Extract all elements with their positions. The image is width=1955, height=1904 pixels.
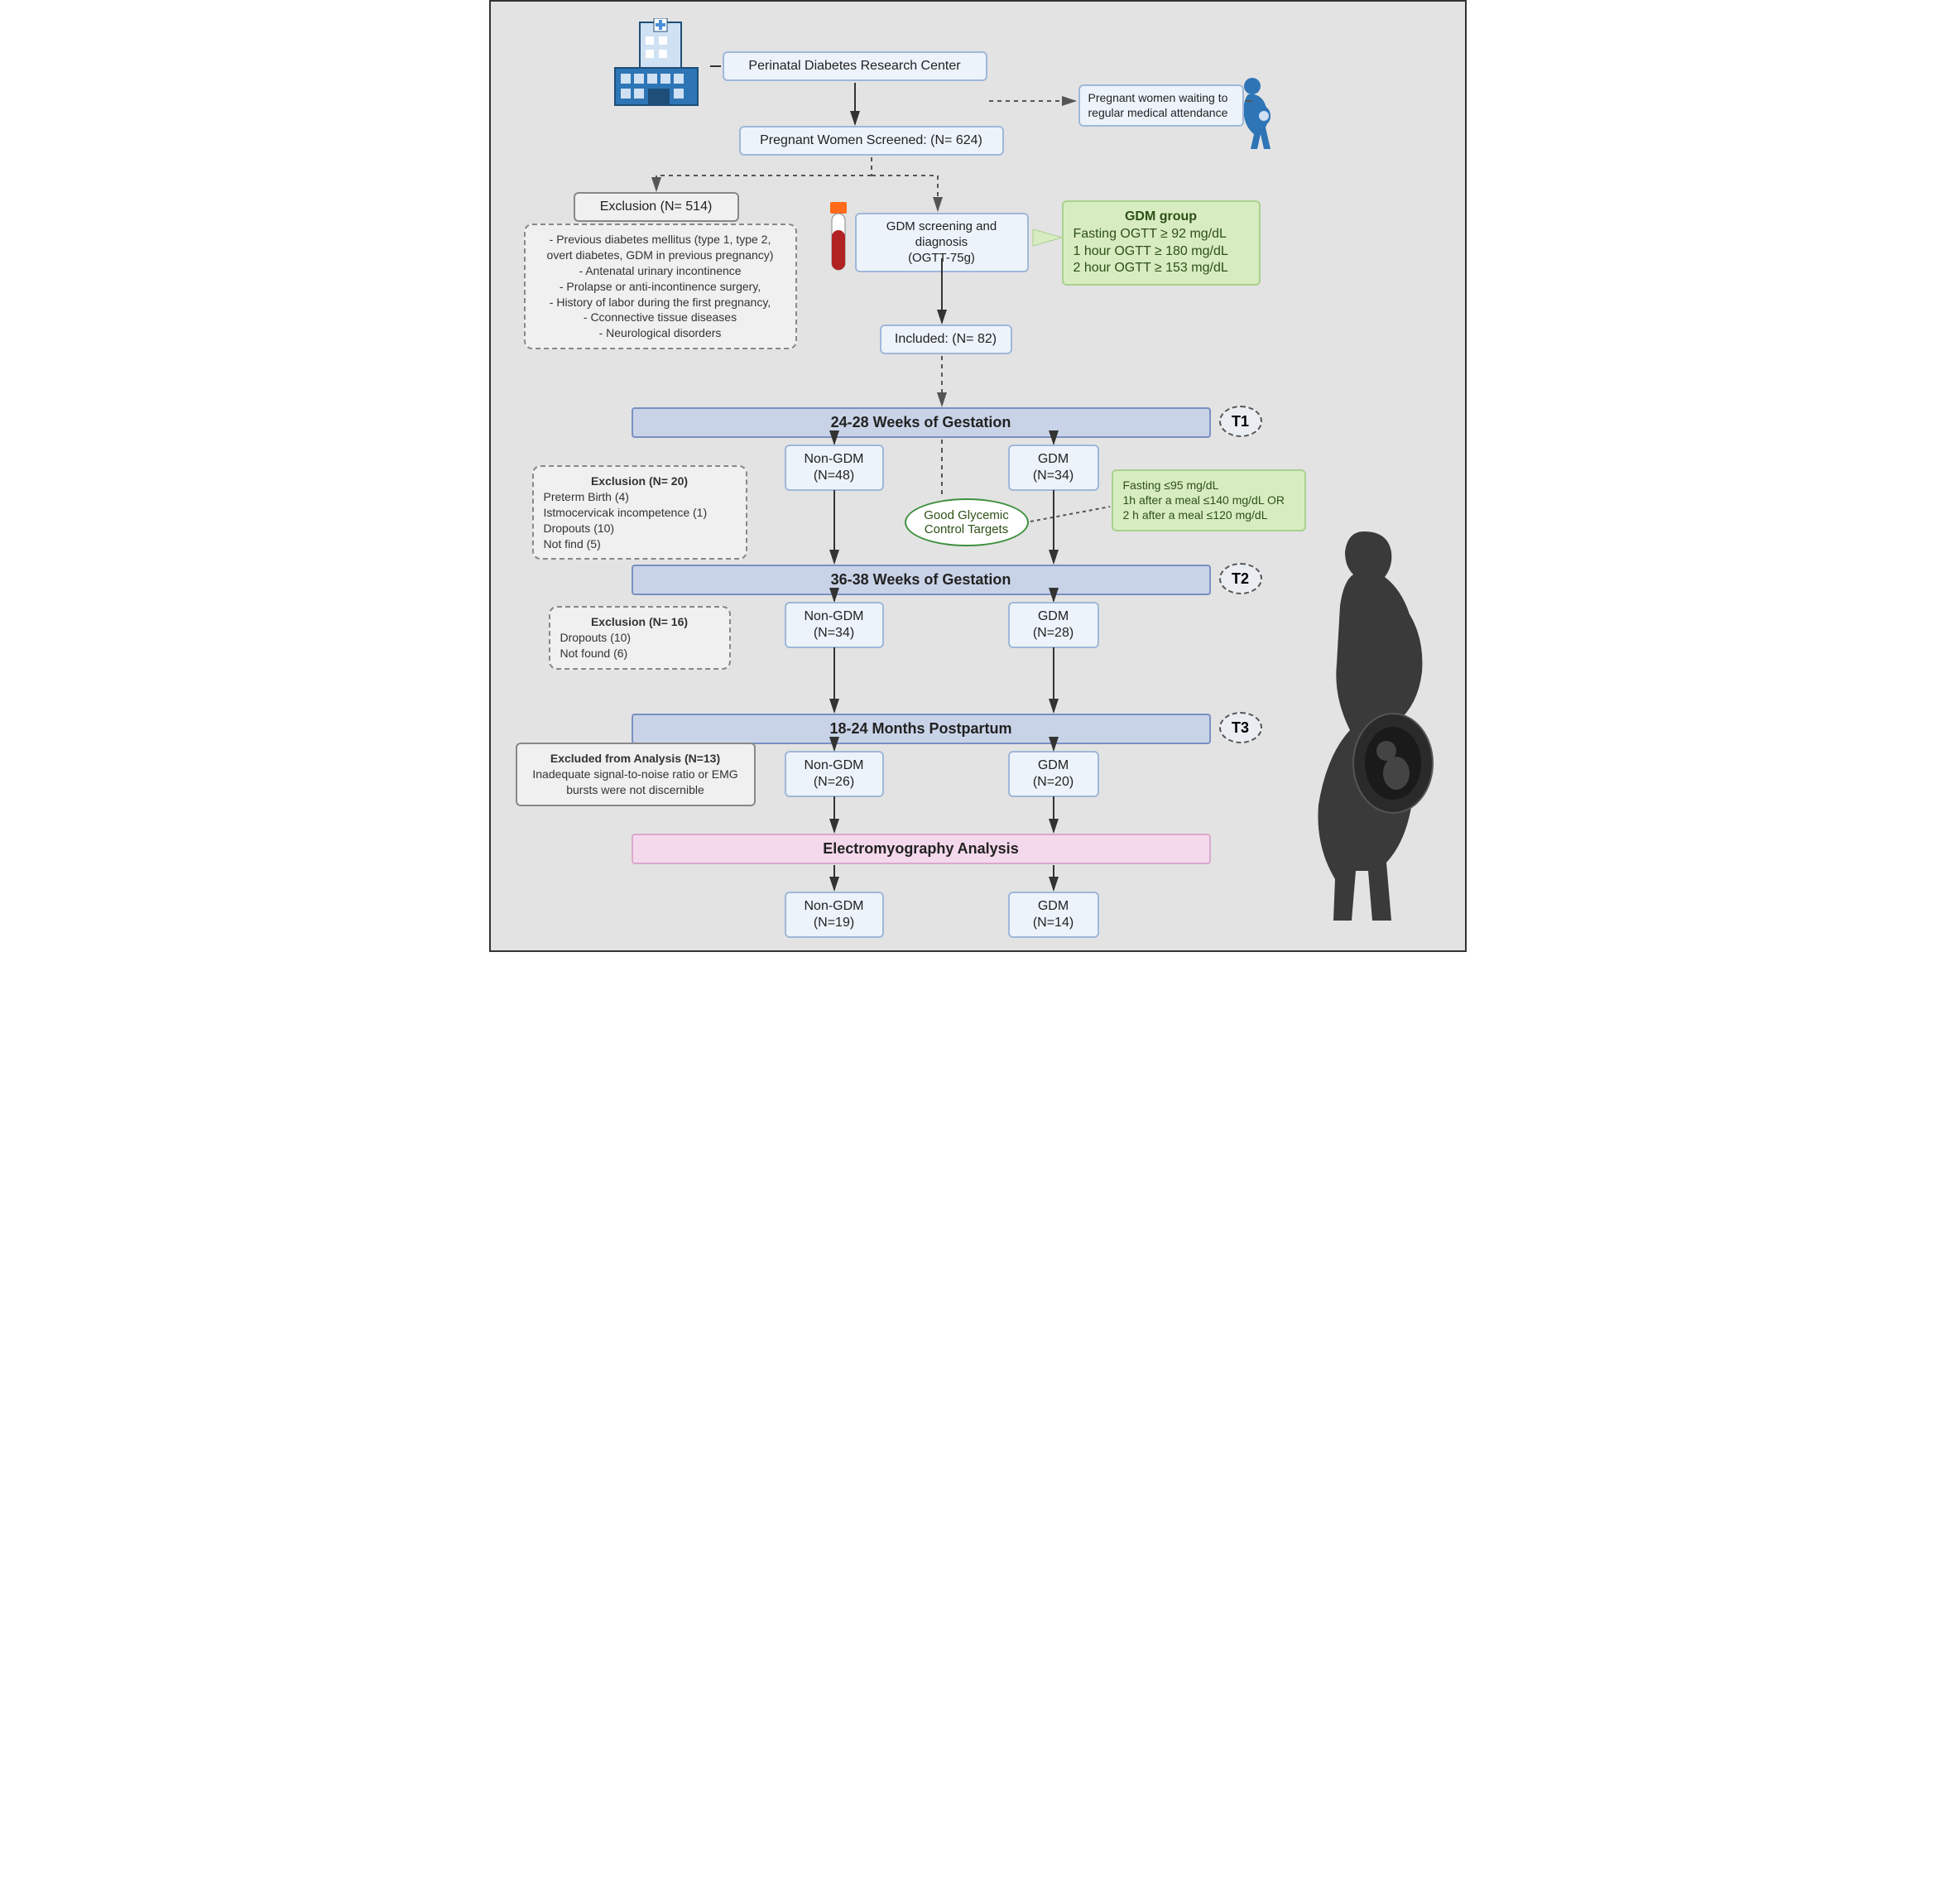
t1-badge-label: T1 xyxy=(1232,413,1249,430)
glycemic-targets-text: Fasting ≤95 mg/dL 1h after a meal ≤140 m… xyxy=(1123,478,1285,522)
glycemic-oval: Good Glycemic Control Targets xyxy=(905,498,1029,546)
t3-header: 18-24 Months Postpartum xyxy=(632,714,1211,744)
waiting-box: Pregnant women waiting to regular medica… xyxy=(1078,84,1244,127)
gdm-group-box: GDM group Fasting OGTT ≥ 92 mg/dL 1 hour… xyxy=(1062,200,1261,286)
excluded-analysis-box: Excluded from Analysis (N=13) Inadequate… xyxy=(516,743,756,806)
final-gdm-label: GDM (N=14) xyxy=(1033,899,1074,930)
exclusion2-body: Preterm Birth (4) Istmocervicak incompet… xyxy=(544,489,736,552)
ogtt-box: GDM screening and diagnosis (OGTT-75g) xyxy=(855,213,1029,272)
included-box: Included: (N= 82) xyxy=(880,325,1012,354)
exclusion1-title: Exclusion (N= 514) xyxy=(600,200,713,214)
t3-badge-label: T3 xyxy=(1232,719,1249,736)
t3-gdm-box: GDM (N=20) xyxy=(1008,751,1099,797)
t1-nongdm-box: Non-GDM (N=48) xyxy=(785,445,884,491)
t2-nongdm-label: Non-GDM (N=34) xyxy=(804,609,863,640)
t3-nongdm-label: Non-GDM (N=26) xyxy=(804,758,863,789)
t1-gdm-label: GDM (N=34) xyxy=(1033,452,1074,483)
screened-box: Pregnant Women Screened: (N= 624) xyxy=(739,126,1004,156)
exclusion2-box: Exclusion (N= 20) Preterm Birth (4) Istm… xyxy=(532,465,747,560)
t2-badge-label: T2 xyxy=(1232,570,1249,587)
final-gdm-box: GDM (N=14) xyxy=(1008,892,1099,938)
gdm-group-lines: Fasting OGTT ≥ 92 mg/dL 1 hour OGTT ≥ 18… xyxy=(1074,226,1249,277)
t2-header-label: 36-38 Weeks of Gestation xyxy=(831,571,1011,588)
screened-label: Pregnant Women Screened: (N= 624) xyxy=(760,133,982,147)
t1-nongdm-label: Non-GDM (N=48) xyxy=(804,452,863,483)
exclusion3-box: Exclusion (N= 16) Dropouts (10) Not foun… xyxy=(549,606,731,670)
excluded-analysis-body: Inadequate signal-to-noise ratio or EMG … xyxy=(527,767,744,798)
t1-header: 24-28 Weeks of Gestation xyxy=(632,407,1211,438)
waiting-label: Pregnant women waiting to regular medica… xyxy=(1088,91,1228,119)
research-center-label: Perinatal Diabetes Research Center xyxy=(748,59,960,73)
exclusion1-body: - Previous diabetes mellitus (type 1, ty… xyxy=(547,233,774,339)
exclusion1-title-box: Exclusion (N= 514) xyxy=(574,192,739,222)
t1-header-label: 24-28 Weeks of Gestation xyxy=(831,414,1011,430)
t2-gdm-box: GDM (N=28) xyxy=(1008,602,1099,648)
exclusion3-body: Dropouts (10) Not found (6) xyxy=(560,630,719,661)
gdm-group-title: GDM group xyxy=(1074,209,1249,226)
included-label: Included: (N= 82) xyxy=(895,332,997,346)
emg-header-label: Electromyography Analysis xyxy=(823,840,1018,857)
blood-tube-icon xyxy=(822,200,855,283)
t3-gdm-label: GDM (N=20) xyxy=(1033,758,1074,789)
excluded-analysis-title: Excluded from Analysis (N=13) xyxy=(527,751,744,767)
exclusion1-body-box: - Previous diabetes mellitus (type 1, ty… xyxy=(524,224,797,349)
glycemic-targets-box: Fasting ≤95 mg/dL 1h after a meal ≤140 m… xyxy=(1112,469,1306,531)
t3-header-label: 18-24 Months Postpartum xyxy=(829,720,1011,737)
final-nongdm-box: Non-GDM (N=19) xyxy=(785,892,884,938)
hospital-icon xyxy=(603,18,710,113)
t3-badge: T3 xyxy=(1219,712,1262,743)
t1-badge: T1 xyxy=(1219,406,1262,437)
exclusion2-title: Exclusion (N= 20) xyxy=(544,474,736,489)
exclusion3-title: Exclusion (N= 16) xyxy=(560,614,719,630)
t2-nongdm-box: Non-GDM (N=34) xyxy=(785,602,884,648)
t2-badge: T2 xyxy=(1219,563,1262,594)
final-nongdm-label: Non-GDM (N=19) xyxy=(804,899,863,930)
research-center-box: Perinatal Diabetes Research Center xyxy=(723,51,987,81)
t3-nongdm-box: Non-GDM (N=26) xyxy=(785,751,884,797)
pregnant-silhouette-icon xyxy=(1285,515,1451,933)
ogtt-label: GDM screening and diagnosis (OGTT-75g) xyxy=(886,219,997,265)
t2-gdm-label: GDM (N=28) xyxy=(1033,609,1074,640)
t2-header: 36-38 Weeks of Gestation xyxy=(632,565,1211,595)
emg-header: Electromyography Analysis xyxy=(632,834,1211,864)
glycemic-oval-label: Good Glycemic Control Targets xyxy=(913,508,1021,536)
t1-gdm-box: GDM (N=34) xyxy=(1008,445,1099,491)
flowchart-canvas: Perinatal Diabetes Research Center Pregn… xyxy=(489,0,1467,952)
